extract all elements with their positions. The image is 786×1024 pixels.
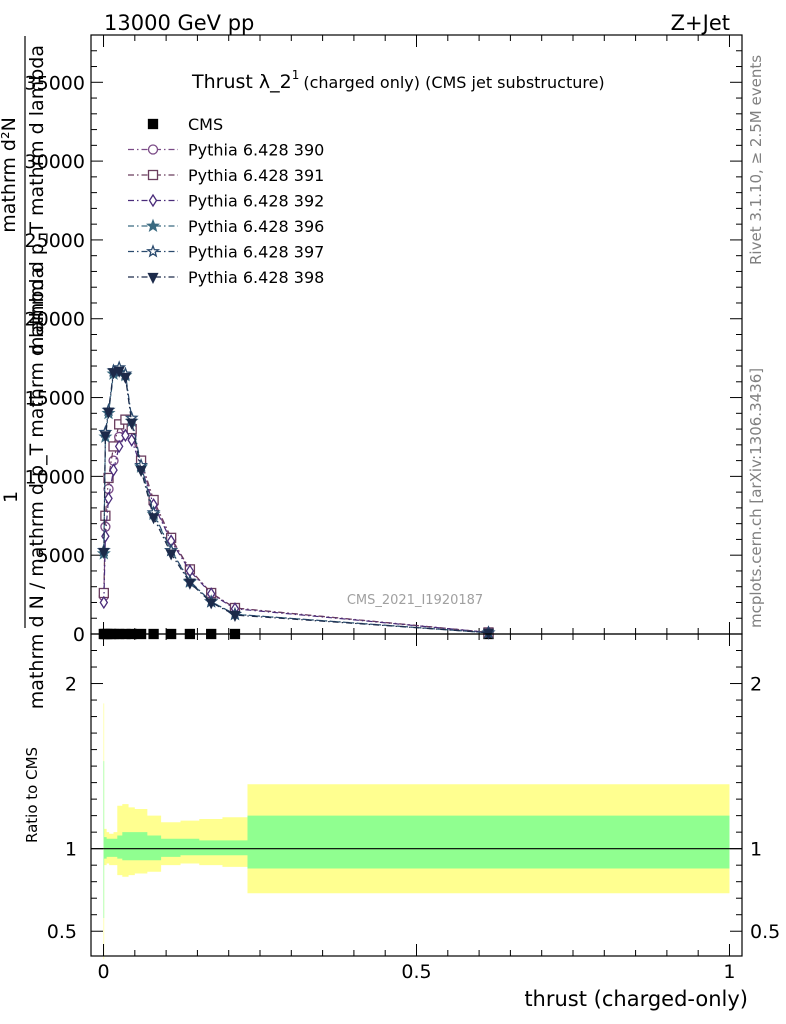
ytick-label: 25000 (25, 230, 85, 252)
legend-marker (147, 169, 159, 181)
data-point-p398 (148, 513, 160, 525)
data-point-p398 (135, 465, 147, 478)
chart-title-sup: 1 (292, 68, 300, 82)
ratio-band-stat (103, 761, 730, 919)
data-point-p392 (127, 433, 136, 447)
chart-title-rest: (charged only) (CMS jet substructure) (303, 73, 604, 92)
ytick-label: 0 (73, 624, 85, 646)
data-point-p398 (98, 547, 110, 559)
xtick-label: 0 (97, 961, 109, 983)
legend-marker (146, 218, 160, 232)
legend-marker (146, 244, 160, 258)
legend-entry-p398: Pythia 6.428 398 (128, 268, 324, 287)
legend-entry-p397: Pythia 6.428 397 (128, 243, 324, 262)
upper-ylabel: 1 mathrm d N / mathrm d p_T mathrm d lam… (0, 36, 48, 709)
ratio-bands-layer (91, 703, 742, 960)
xtick-label: 0.5 (401, 961, 431, 983)
ylabel-numerator-top: mathrm d²N (0, 117, 20, 233)
ytick-label: 5000 (37, 545, 85, 567)
data-point-p398 (107, 368, 120, 380)
ratio-ytick-label-right: 1 (750, 839, 762, 861)
ytick-label: 35000 (25, 72, 85, 94)
legend-label: Pythia 6.428 396 (188, 217, 324, 236)
ylabel-denominator: mathrm d N / mathrm d p_T mathrm d lambd… (26, 267, 48, 709)
data-point-p398 (99, 431, 111, 443)
chart-title: Thrust λ_21 (charged only) (CMS jet subst… (191, 68, 605, 93)
data-point-p392 (101, 529, 110, 543)
data-point-p392 (99, 595, 109, 610)
data-point-p392 (109, 463, 118, 477)
data-point-p391 (103, 472, 114, 484)
legend-marker (147, 272, 159, 284)
legend-marker (148, 193, 158, 208)
ratio-ytick-label: 2 (65, 674, 77, 696)
ylabel-numerator-bottom: mathrm d p_T mathrm d lambda (26, 45, 48, 355)
legend-label: Pythia 6.428 392 (188, 192, 324, 211)
ratio-ytick-label-right: 0.5 (750, 921, 780, 943)
upper-series-layer (96, 360, 496, 640)
data-point-p392 (121, 428, 130, 443)
data-point-p398 (229, 610, 241, 623)
legend-label: Pythia 6.428 397 (188, 243, 324, 262)
legend-label: Pythia 6.428 390 (188, 141, 324, 160)
data-point-p398 (113, 366, 125, 378)
data-point-p392 (104, 491, 113, 506)
mcplots-label: mcplots.cern.ch [arXiv:1306.3436] (747, 368, 765, 628)
data-point-p398 (184, 578, 196, 590)
ytick-label: 30000 (25, 151, 85, 173)
ylabel-one: 1 (0, 491, 22, 503)
ratio-ylabel: Ratio to CMS (23, 747, 41, 843)
header-left-label: 13000 GeV pp (104, 11, 254, 35)
data-point-p391 (100, 510, 111, 521)
data-point-p398 (205, 598, 217, 610)
legend-entry-cms: CMS (147, 115, 223, 134)
lower-frame (90, 633, 743, 957)
legend-marker (147, 118, 159, 130)
data-point-p398 (165, 549, 177, 561)
legend-entry-p392: Pythia 6.428 392 (128, 192, 324, 211)
upper-axis-ticks: 0 5000 10000 15000 20000 25000 30000 35000 (25, 35, 742, 646)
ratio-ytick-label: 1 (65, 839, 77, 861)
data-point-p392 (114, 439, 124, 454)
ytick-label: 20000 (25, 309, 85, 331)
legend-entry-p390: Pythia 6.428 390 (128, 141, 324, 160)
data-point-p398 (126, 418, 138, 430)
ytick-label: 10000 (25, 466, 85, 488)
xaxis-label: thrust (charged-only) (524, 987, 748, 1011)
rivet-label: Rivet 3.1.10, ≥ 2.5M events (747, 55, 765, 265)
header-right-label: Z+Jet (671, 11, 730, 35)
lower-axis-ticks: 0.5 0.5 1 1 2 2 0 0.5 1 (47, 634, 780, 983)
watermark: CMS_2021_I1920187 (347, 593, 483, 608)
legend-marker (147, 144, 159, 155)
legend: CMS Pythia 6.428 390 Pythia 6.428 391 Pythi… (128, 115, 324, 287)
xtick-label: 1 (723, 961, 735, 983)
legend-entry-p391: Pythia 6.428 391 (128, 166, 324, 185)
legend-label: CMS (188, 115, 223, 134)
series-p398 (98, 366, 495, 640)
ratio-ytick-label: 0.5 (47, 921, 77, 943)
ytick-label: 15000 (25, 388, 85, 410)
legend-entry-p396: Pythia 6.428 396 (128, 217, 324, 236)
chart-title-main: Thrust λ_2 (191, 71, 292, 93)
legend-label: Pythia 6.428 398 (188, 268, 324, 287)
data-point-p398 (102, 407, 115, 419)
data-point-p398 (119, 372, 131, 385)
legend-label: Pythia 6.428 391 (188, 166, 324, 185)
ratio-ytick-label-right: 2 (750, 674, 762, 696)
